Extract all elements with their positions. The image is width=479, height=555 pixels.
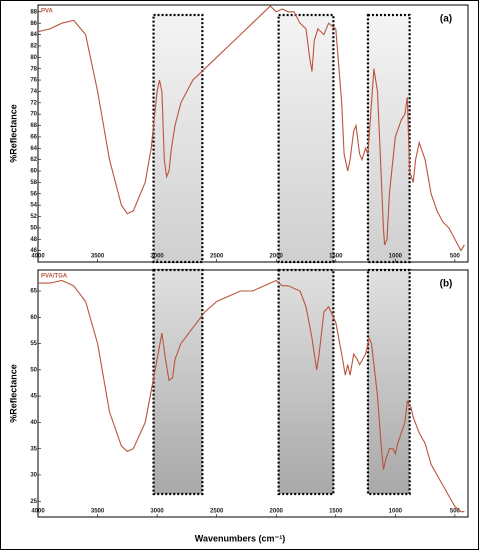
spectrum-line [37,5,465,252]
y-tick-label: 30 [30,473,37,479]
x-tick-label: 3500 [91,254,105,260]
y-tick-label: 62 [30,157,37,163]
y-tick-label: 68 [30,123,37,129]
y-axis-label: %Reflectance [8,104,18,163]
shaded-region [277,268,335,496]
y-tick-label: 82 [30,44,37,50]
x-tick-label: 4000 [31,254,45,260]
y-tick-label: 78 [30,66,37,72]
x-tick-label: 1500 [329,509,343,515]
panel-title: (a) [440,14,452,25]
y-tick-label: 84 [30,32,37,38]
x-axis-label: Wavenumbers (cm⁻¹) [195,533,285,543]
y-axis-label: %Reflectance [8,364,18,423]
y-tick-label: 56 [30,191,37,197]
y-tick-label: 48 [30,237,37,243]
y-tick-label: 80 [30,55,37,61]
y-tick-label: 35 [30,446,37,452]
x-tick-label: 3000 [150,254,164,260]
y-tick-label: 76 [30,78,37,84]
y-tick-label: 55 [30,341,37,347]
y-tick-label: 50 [30,225,37,231]
shaded-region [277,13,335,264]
shaded-region [152,268,204,496]
y-tick-label: 66 [30,134,37,140]
series-label: PVA [41,9,54,15]
x-tick-label: 1000 [389,254,403,260]
y-tick-label: 72 [30,100,37,106]
shaded-region [152,13,204,264]
y-tick-label: 60 [30,169,37,175]
y-tick-label: 50 [30,367,37,373]
x-tick-label: 500 [450,509,461,515]
y-tick-label: 70 [30,112,37,118]
x-tick-label: 1500 [329,254,343,260]
y-tick-label: 52 [30,214,37,220]
shaded-region [366,268,411,496]
y-tick-label: 46 [30,248,37,254]
x-tick-label: 3000 [150,509,164,515]
y-tick-label: 54 [30,203,37,209]
y-tick-label: 40 [30,420,37,426]
y-tick-label: 45 [30,394,37,400]
x-tick-label: 2000 [270,254,284,260]
y-tick-label: 74 [30,89,37,95]
x-tick-label: 1000 [389,509,403,515]
panel-title: (b) [440,279,453,290]
x-tick-label: 2500 [210,254,224,260]
x-tick-label: 500 [450,254,461,260]
shaded-region [366,13,411,264]
y-tick-label: 58 [30,180,37,186]
x-tick-label: 4000 [31,509,45,515]
series-label: PVA/TGA [41,274,68,280]
y-tick-label: 65 [30,289,37,295]
y-tick-label: 25 [30,499,37,505]
y-tick-label: 88 [30,9,37,15]
y-tick-label: 86 [30,21,37,27]
x-tick-label: 2000 [270,509,284,515]
x-tick-label: 2500 [210,509,224,515]
y-tick-label: 60 [30,315,37,321]
spectrum-line [38,279,465,513]
y-tick-label: 64 [30,146,37,152]
x-tick-label: 3500 [91,509,105,515]
